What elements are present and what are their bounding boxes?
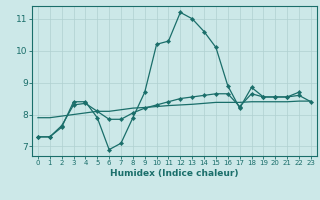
X-axis label: Humidex (Indice chaleur): Humidex (Indice chaleur) [110, 169, 239, 178]
